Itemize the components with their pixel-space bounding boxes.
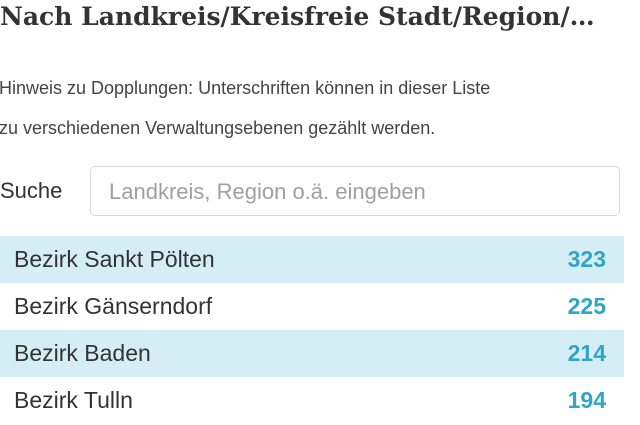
region-name: Bezirk Tulln bbox=[14, 387, 133, 413]
region-name: Bezirk Gänserndorf bbox=[14, 293, 213, 319]
region-name: Bezirk Sankt Pölten bbox=[14, 246, 215, 272]
result-row[interactable]: Bezirk Tulln 194 bbox=[0, 377, 624, 424]
region-name: Bezirk Baden bbox=[14, 340, 151, 366]
signature-count: 225 bbox=[567, 293, 606, 319]
result-row[interactable]: Bezirk Sankt Pölten 323 bbox=[0, 236, 624, 283]
result-row[interactable]: Bezirk Baden 214 bbox=[0, 330, 624, 377]
search-label: Suche bbox=[0, 178, 63, 203]
signature-count: 323 bbox=[567, 246, 606, 272]
title: Nach Landkreis/Kreisfreie Stadt/Region/… bbox=[0, 2, 595, 31]
result-row[interactable]: Bezirk Gänserndorf 225 bbox=[0, 283, 624, 330]
search-placeholder: Landkreis, Region o.ä. eingeben bbox=[109, 179, 426, 204]
signature-count: 194 bbox=[567, 387, 606, 413]
search-input[interactable]: Landkreis, Region o.ä. eingeben bbox=[90, 166, 620, 216]
result-list: Bezirk Sankt Pölten 323 Bezirk Gänserndorf… bbox=[0, 236, 624, 424]
hint-line: Hinweis zu Dopplungen: Unterschriften kö… bbox=[0, 78, 491, 98]
hint-line: zu verschiedenen Verwaltungsebenen gezäh… bbox=[0, 118, 436, 138]
signature-count: 214 bbox=[567, 340, 606, 366]
